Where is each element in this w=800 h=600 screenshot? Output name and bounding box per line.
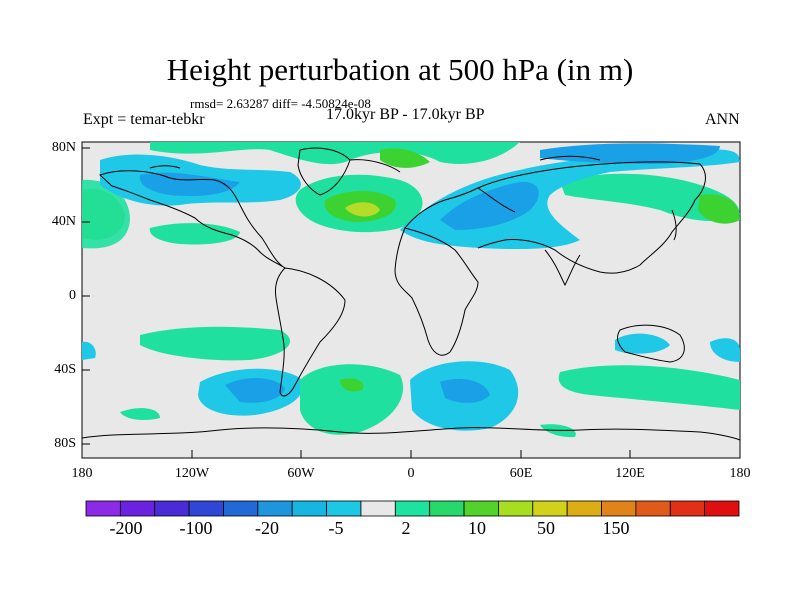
lon-label-120e: 120E [615, 466, 645, 481]
colorbar-swatch [429, 500, 465, 517]
coast-antarctica [81, 427, 741, 441]
colorbar-swatch [360, 500, 396, 517]
coast-japan [671, 209, 677, 241]
colorbar-label: 2 [401, 518, 411, 538]
experiment-label: Expt = temar-tebkr [83, 111, 205, 128]
contour-neg-siberia [540, 143, 720, 164]
lat-label-40n: 40N [51, 214, 76, 229]
coast-asia [477, 161, 706, 274]
coastlines [81, 147, 741, 441]
colorbar-swatch [154, 500, 190, 517]
lat-label-80s: 80S [54, 436, 76, 451]
contour-pos-antarctic-a [120, 408, 160, 420]
colorbar-swatch [498, 500, 534, 517]
colorbar-swatch [394, 500, 431, 517]
contour-neg-west-s [82, 341, 96, 360]
colorbar [85, 500, 740, 517]
colorbar-swatch [704, 500, 740, 517]
colorbar-swatch [326, 500, 362, 517]
contour-neg-australia [615, 333, 670, 354]
contour-neg-south-america-mid [225, 378, 285, 403]
coast-africa [394, 227, 479, 356]
period-label: 17.0kyr BP - 17.0kyr BP [326, 106, 485, 123]
chart-title: Height perturbation at 500 hPa (in m) [166, 52, 634, 87]
lat-label-0: 0 [69, 288, 76, 303]
colorbar-label: 10 [468, 518, 486, 538]
colorbar-swatch [669, 500, 706, 517]
coast-europe [404, 187, 516, 229]
contour-pos-west-outer [82, 179, 130, 249]
colorbar-swatch [291, 500, 327, 517]
contour-pos-pacific [149, 223, 240, 245]
colorbar-swatch [119, 500, 156, 517]
colorbar-label: -200 [109, 518, 143, 538]
lon-label-0: 0 [407, 466, 415, 481]
colorbar-swatch [223, 500, 259, 517]
colorbar-swatch [635, 500, 671, 517]
colorbar-label: -20 [255, 518, 279, 538]
contour-pos-south-pacific [140, 326, 290, 361]
lon-label-60e: 60E [509, 466, 533, 481]
contour-neg-east [710, 338, 740, 362]
lat-label-80n: 80N [51, 140, 76, 155]
contour-pos-s-ocean [558, 365, 740, 410]
coast-greenland [297, 147, 351, 196]
colorbar-label: 50 [537, 518, 555, 538]
contour-pos-arctic [150, 142, 520, 165]
contour-pos-s-atlantic [300, 364, 404, 435]
colorbar-swatch [188, 500, 224, 517]
colorbar-swatch [463, 500, 499, 517]
colorbar-swatch [532, 500, 568, 517]
colorbar-label: -100 [179, 518, 213, 538]
contour-neg-namerica-mid [139, 172, 240, 197]
colorbar-swatch [601, 500, 637, 517]
contour-fill-layer [82, 142, 740, 438]
colorbar-swatch [566, 500, 602, 517]
coast-arctic [149, 155, 601, 173]
contour-pos-arctic-core [380, 148, 430, 168]
colorbar-label: 150 [602, 518, 630, 538]
lon-label-180w: 180 [71, 466, 93, 481]
colorbar-label: -5 [328, 518, 344, 538]
contour-pos-asia-core [698, 194, 740, 224]
lon-label-180e: 180 [729, 466, 751, 481]
axis-ticks [81, 147, 741, 458]
coast-south-america [275, 267, 346, 397]
contour-neg-s-indian-mid [440, 378, 490, 403]
contour-neg-eurasia-mid [440, 181, 539, 230]
lon-label-120w: 120W [174, 466, 210, 481]
colorbar-swatch [85, 500, 121, 517]
colorbar-swatch [257, 500, 293, 517]
lat-label-40s: 40S [54, 362, 76, 377]
season-label: ANN [705, 111, 740, 128]
lon-label-60w: 60W [287, 466, 315, 481]
contour-pos-atlantic-core [345, 202, 380, 217]
coast-india [544, 249, 581, 287]
contour-pos-asia [560, 173, 740, 222]
coast-australia [617, 324, 685, 363]
stats-line: rmsd= 2.63287 diff= -4.50824e-08 [190, 96, 371, 111]
contour-pos-s-atlantic-core [340, 378, 364, 392]
